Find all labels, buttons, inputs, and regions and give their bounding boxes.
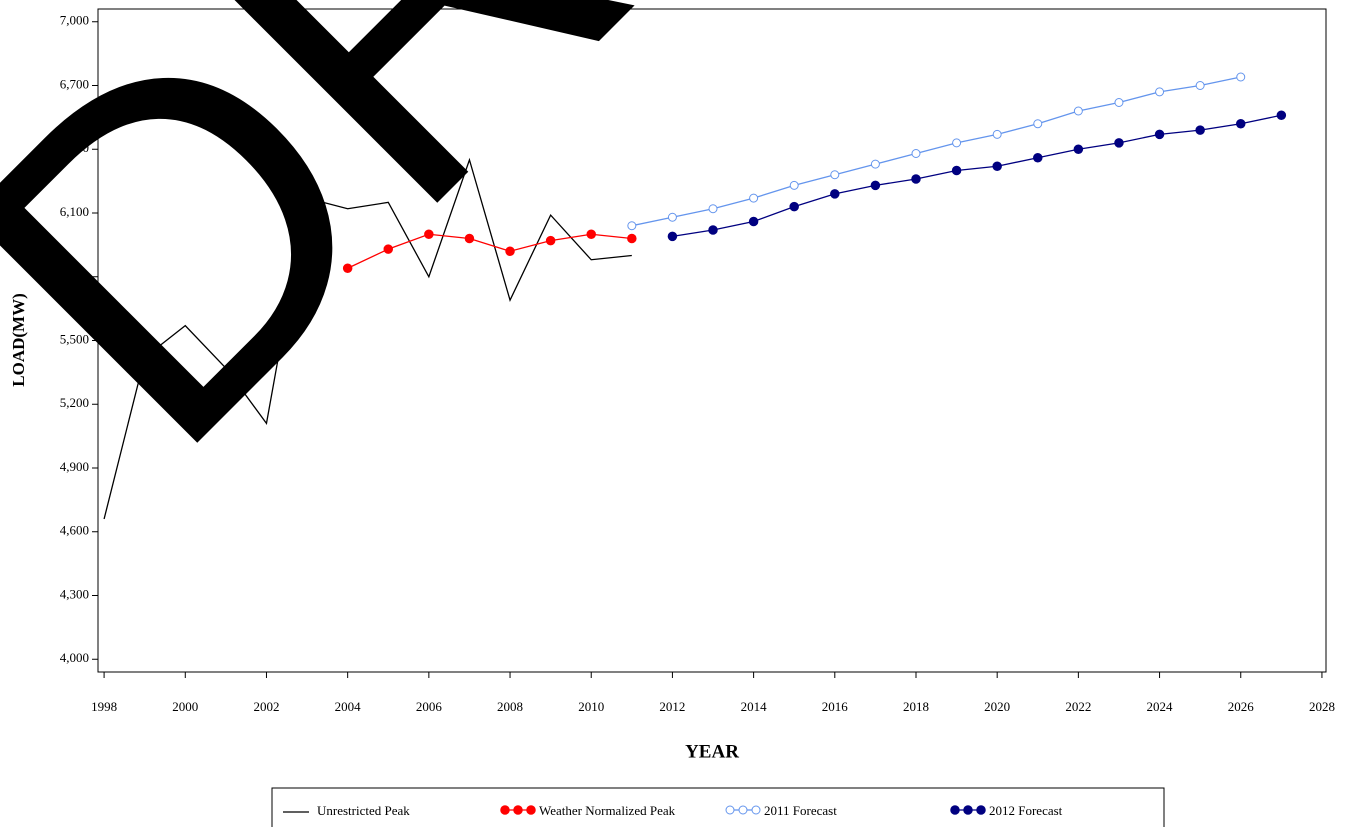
legend-label: 2012 Forecast [989, 803, 1063, 818]
marker [1154, 129, 1165, 140]
marker [526, 805, 536, 815]
marker [911, 174, 921, 184]
marker [992, 161, 1002, 171]
x-tick-label: 2008 [497, 699, 523, 714]
marker [751, 805, 761, 815]
x-tick-label: 2028 [1309, 699, 1335, 714]
y-tick-label: 5,200 [60, 395, 89, 410]
marker [708, 204, 718, 214]
marker [952, 138, 962, 148]
marker [1195, 81, 1205, 90]
legend-label: 2011 Forecast [764, 803, 837, 818]
y-tick-label: 7,000 [60, 13, 89, 28]
marker [738, 805, 748, 815]
x-tick-label: 1998 [91, 699, 117, 714]
marker [1114, 138, 1124, 148]
series-line [103, 157, 632, 520]
legend-box [271, 787, 1165, 827]
marker [1114, 98, 1124, 107]
y-tick-label: 6,700 [60, 76, 89, 91]
y-tick-label: 4,000 [60, 650, 89, 665]
watermark: DRAFT [0, 0, 1348, 541]
y-tick-label: 4,300 [60, 586, 89, 601]
x-tick-label: 2006 [416, 699, 443, 714]
legend-label: Unrestricted Peak [317, 803, 410, 818]
marker [464, 233, 475, 244]
marker [1073, 106, 1083, 116]
marker [951, 165, 962, 176]
marker [545, 235, 556, 246]
marker [1033, 153, 1043, 163]
series-line [347, 233, 632, 269]
legend-label: Weather Normalized Peak [539, 803, 676, 818]
y-tick-label: 6,100 [60, 204, 89, 219]
marker [1276, 110, 1287, 120]
marker [667, 212, 677, 222]
x-tick-label: 2004 [335, 699, 362, 714]
marker [586, 229, 596, 239]
marker [1195, 125, 1205, 135]
x-tick-label: 2000 [172, 699, 198, 714]
marker [627, 233, 637, 244]
x-axis-label: YEAR [685, 741, 739, 762]
x-tick-label: 2012 [659, 699, 685, 714]
marker [830, 170, 840, 180]
x-tick-label: 2018 [903, 699, 929, 714]
marker [992, 129, 1002, 139]
x-tick-label: 2014 [741, 699, 768, 714]
y-tick-label: 6,400 [60, 140, 89, 155]
marker [342, 263, 353, 273]
marker [749, 193, 759, 203]
marker [725, 805, 735, 815]
x-tick-label: 2022 [1065, 699, 1091, 714]
marker [963, 805, 973, 815]
marker [748, 216, 759, 227]
y-tick-label: 4,600 [60, 523, 89, 538]
series-line [672, 114, 1282, 238]
marker [870, 180, 881, 191]
x-tick-label: 2026 [1228, 699, 1255, 714]
marker [708, 225, 718, 235]
x-tick-label: 2020 [984, 699, 1010, 714]
x-tick-label: 2024 [1147, 699, 1174, 714]
marker [911, 149, 921, 158]
y-tick-label: 5,500 [60, 331, 89, 346]
marker [1033, 119, 1043, 129]
marker [667, 231, 678, 242]
marker [1155, 87, 1165, 97]
marker [500, 805, 510, 815]
marker [950, 805, 960, 815]
series-line [631, 76, 1241, 227]
y-axis-label: LOAD(MW) [9, 293, 28, 386]
y-tick-label: 5,800 [60, 268, 89, 283]
x-tick-label: 2016 [822, 699, 849, 714]
marker [627, 221, 637, 231]
x-tick-label: 2010 [578, 699, 604, 714]
y-tick-label: 4,900 [60, 459, 89, 474]
marker [383, 244, 394, 254]
marker [870, 159, 880, 169]
marker [513, 805, 523, 815]
marker [789, 201, 799, 212]
marker [424, 229, 434, 239]
marker [830, 189, 840, 199]
marker [1236, 72, 1246, 82]
marker [976, 805, 986, 815]
x-tick-label: 2002 [253, 699, 279, 714]
marker [505, 246, 515, 256]
marker [789, 180, 799, 190]
marker [1073, 144, 1084, 154]
marker [1236, 119, 1246, 129]
